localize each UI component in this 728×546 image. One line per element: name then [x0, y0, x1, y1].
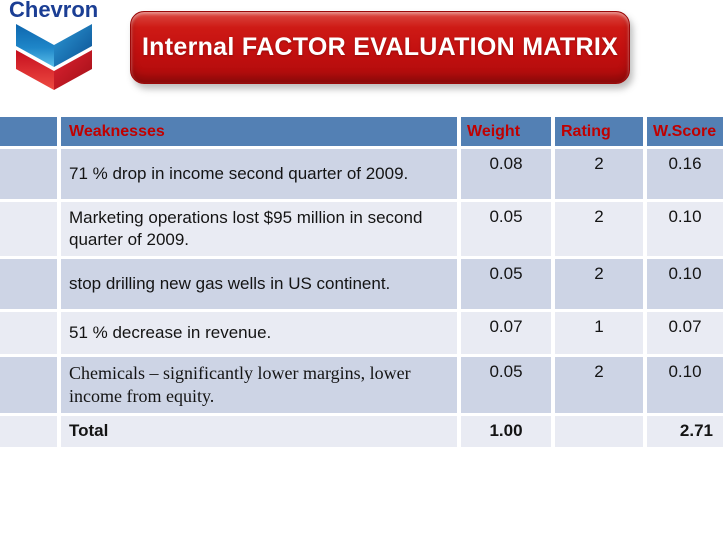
row-stub-cell — [0, 312, 57, 354]
chevron-mark-red-icon — [16, 50, 92, 90]
weakness-cell: Marketing operations lost $95 million in… — [61, 202, 457, 256]
weight-cell: 0.08 — [461, 149, 551, 199]
wscore-cell: 0.10 — [647, 259, 723, 309]
total-wscore-cell: 2.71 — [647, 416, 723, 447]
factor-table: Weaknesses Weight Rating W.Score 71 % dr… — [0, 117, 723, 447]
wscore-cell: 0.10 — [647, 357, 723, 413]
total-rating-cell — [555, 416, 643, 447]
weakness-cell: 71 % drop in income second quarter of 20… — [61, 149, 457, 199]
weight-cell: 0.05 — [461, 202, 551, 256]
page-title: Internal FACTOR EVALUATION MATRIX — [141, 33, 619, 61]
title-banner: Internal FACTOR EVALUATION MATRIX — [130, 11, 630, 84]
row-stub-cell — [0, 202, 57, 256]
chevron-logo: Chevron — [8, 0, 100, 92]
wscore-cell: 0.07 — [647, 312, 723, 354]
weight-cell: 0.07 — [461, 312, 551, 354]
rating-cell: 2 — [555, 149, 643, 199]
weight-cell: 0.05 — [461, 259, 551, 309]
row-stub-cell — [0, 416, 57, 447]
rating-cell: 2 — [555, 357, 643, 413]
weakness-cell: 51 % decrease in revenue. — [61, 312, 457, 354]
column-header-weaknesses: Weaknesses — [61, 117, 457, 146]
chevron-mark-blue-icon — [16, 24, 92, 67]
weight-cell: 0.05 — [461, 357, 551, 413]
rating-cell: 1 — [555, 312, 643, 354]
wscore-cell: 0.10 — [647, 202, 723, 256]
total-weight-cell: 1.00 — [461, 416, 551, 447]
column-header-rating: Rating — [555, 117, 643, 146]
total-label-cell: Total — [61, 416, 457, 447]
header-corner-cell — [0, 117, 57, 146]
row-stub-cell — [0, 259, 57, 309]
wscore-cell: 0.16 — [647, 149, 723, 199]
weakness-cell: Chemicals – significantly lower margins,… — [61, 357, 457, 413]
column-header-wscore: W.Score — [647, 117, 723, 146]
weakness-cell: stop drilling new gas wells in US contin… — [61, 259, 457, 309]
column-header-weight: Weight — [461, 117, 551, 146]
chevron-wordmark: Chevron — [9, 0, 98, 22]
chevron-logo-graphic: Chevron — [9, 0, 98, 90]
rating-cell: 2 — [555, 202, 643, 256]
row-stub-cell — [0, 357, 57, 413]
rating-cell: 2 — [555, 259, 643, 309]
row-stub-cell — [0, 149, 57, 199]
